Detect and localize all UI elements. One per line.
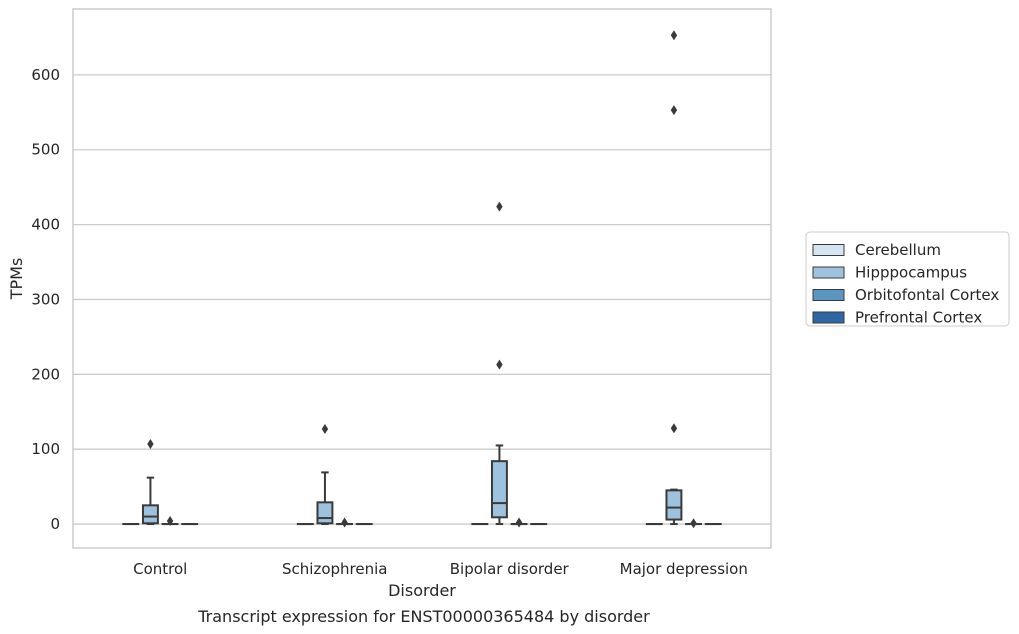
legend-label: Orbitofontal Cortex [855,286,999,304]
outlier-point [670,30,678,41]
box-3-1 [665,30,683,526]
box-2-1 [490,201,508,526]
legend-swatch [812,266,845,279]
y-tick-labels: 0 100 200 300 400 500 600 [31,66,60,533]
outlier-point [690,518,697,529]
outlier-point [496,359,503,370]
box-iqr [665,489,683,521]
legend-item: Cerebellum [812,241,941,259]
legend-item: Prefrontal Cortex [812,309,982,327]
box-iqr [490,460,508,519]
box-3-2 [685,518,703,529]
box-2-2 [510,517,528,528]
legend: Cerebellum Hipppocampus Orbitofontal Corte… [805,231,1010,327]
outlier-point [166,516,174,527]
legend-frame [805,231,1010,327]
y-axis-title: TPMs [7,258,26,301]
box-1-1 [316,423,334,526]
y-tick-label: 500 [31,141,60,159]
outlier-point [515,517,523,528]
legend-label: Cerebellum [855,241,941,259]
x-tick-label: Major depression [620,560,748,578]
outlier-point [321,423,329,434]
box-iqr [141,504,159,525]
x-tick-labels: Control Schizophrenia Bipolar disorder Majo… [133,560,748,578]
legend-swatch [812,311,845,324]
outlier-point [147,438,154,449]
outlier-point [670,105,678,116]
y-tick-label: 600 [31,66,60,84]
x-tick-label: Schizophrenia [282,560,387,578]
legend-label: Hipppocampus [855,264,967,282]
legend-label: Prefrontal Cortex [855,309,982,327]
legend-swatch [812,289,845,301]
chart-caption: Transcript expression for ENST0000036548… [197,607,650,626]
box-iqr [316,501,334,525]
x-tick-label: Bipolar disorder [450,560,570,578]
y-tick-label: 400 [31,216,60,234]
x-tick-label: Control [133,560,187,578]
box-1-2 [336,517,354,528]
outlier-point [670,423,678,434]
box-series [122,30,722,529]
x-axis-title: Disorder [388,581,456,600]
legend-item: Hipppocampus [812,264,967,282]
outlier-point [341,517,348,528]
legend-swatch [812,244,845,256]
outlier-point [496,201,503,212]
box-0-2 [161,516,179,527]
y-tick-label: 100 [31,440,60,458]
box-0-1 [141,438,159,526]
plot-area-frame [72,8,772,549]
y-tick-label: 200 [31,365,60,383]
y-tick-label: 0 [50,515,60,533]
y-tick-label: 300 [31,290,60,308]
legend-item: Orbitofontal Cortex [812,286,999,304]
